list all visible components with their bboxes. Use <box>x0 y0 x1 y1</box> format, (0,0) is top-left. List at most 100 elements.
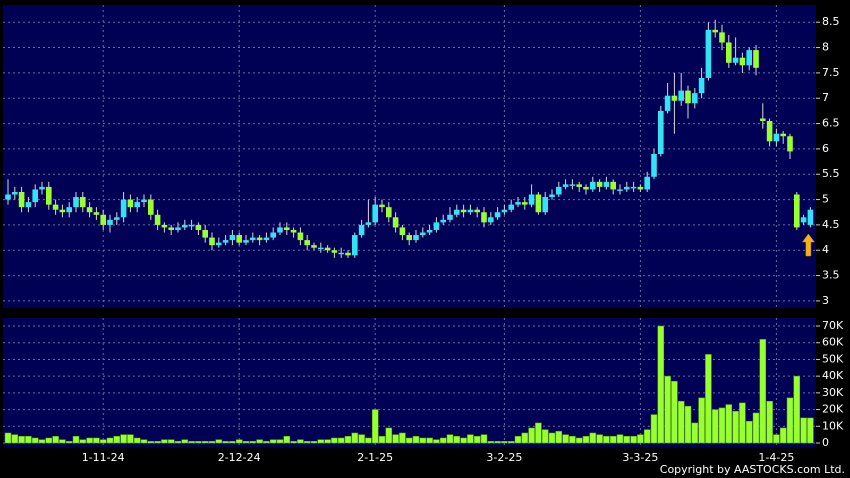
volume-bar <box>59 439 66 444</box>
candle-body <box>576 184 582 187</box>
y-tick-label: 4 <box>822 243 829 256</box>
volume-bar <box>725 404 733 444</box>
arrow-marker <box>801 233 815 257</box>
volume-bar <box>93 437 100 444</box>
volume-bar <box>460 437 467 444</box>
candle-body <box>52 204 59 210</box>
candle-body <box>671 95 678 101</box>
volume-bar <box>569 436 576 444</box>
volume-bar <box>650 414 658 444</box>
volume-bar <box>161 439 168 444</box>
candle-body <box>318 247 324 250</box>
candle-body <box>209 237 215 246</box>
volume-bar <box>786 397 794 444</box>
volume-bar <box>303 441 311 444</box>
candle-body <box>331 250 338 253</box>
candle-body <box>712 29 718 33</box>
volume-bar <box>589 432 597 444</box>
volume-bar <box>140 439 148 444</box>
volume-bar <box>643 429 651 444</box>
candle-body <box>236 235 242 243</box>
candle-body <box>726 42 732 63</box>
volume-bar <box>38 439 46 444</box>
volume-bar <box>385 427 393 444</box>
volume-bar <box>222 441 229 444</box>
volume-bar <box>711 409 719 444</box>
candle-body <box>732 57 739 63</box>
volume-bar <box>582 436 590 444</box>
candle-body <box>324 247 331 251</box>
candle-body <box>413 235 419 241</box>
candle-body <box>787 136 793 152</box>
candle-body <box>515 202 521 205</box>
volume-bar <box>113 436 121 444</box>
volume-bar <box>480 434 488 444</box>
y-tick-label: 3.5 <box>822 269 840 282</box>
candle-body <box>311 245 317 248</box>
volume-bar <box>65 441 73 444</box>
volume-bar <box>487 441 495 444</box>
volume-bar <box>174 441 182 444</box>
candle-body <box>263 237 270 241</box>
volume-bar <box>718 407 726 444</box>
volume-bar <box>276 439 284 444</box>
candle-body <box>658 110 664 154</box>
candle-body <box>508 204 514 210</box>
volume-bar <box>365 437 372 444</box>
volume-bar <box>521 432 529 444</box>
volume-bar <box>79 439 87 444</box>
candle-body <box>610 181 616 190</box>
volume-bar <box>4 432 12 444</box>
candle-body <box>692 93 698 104</box>
candle-body <box>188 224 195 227</box>
candle-body <box>664 95 671 111</box>
candle-body <box>440 219 446 223</box>
candle-body <box>474 209 480 213</box>
candle-body <box>760 118 766 122</box>
volume-bar <box>575 437 583 444</box>
volume-bar <box>86 437 93 444</box>
volume-bar <box>501 441 508 444</box>
volume-bar <box>807 417 814 444</box>
y-tick-label: 7.5 <box>822 66 840 79</box>
candle-body <box>358 224 365 236</box>
candle-body <box>304 240 310 246</box>
volume-bar <box>297 439 304 444</box>
volume-bar <box>405 437 413 444</box>
volume-bar <box>133 437 141 444</box>
candle-body <box>569 184 576 186</box>
candle-body <box>528 194 535 205</box>
volume-bar <box>596 434 603 444</box>
volume-bar <box>419 437 427 444</box>
candle-body <box>399 227 406 236</box>
volume-bar <box>290 441 297 444</box>
volume-bar <box>208 441 216 444</box>
candle-body <box>494 212 501 218</box>
volume-bar <box>623 436 631 444</box>
y-tick-label: 5 <box>822 193 829 206</box>
volume-bar <box>331 437 338 444</box>
volume-bar <box>188 441 195 444</box>
y-tick-label: 10K <box>822 419 844 432</box>
candle-body <box>5 194 11 200</box>
y-tick-label: 5.5 <box>822 167 840 180</box>
candle-body <box>379 204 385 208</box>
candle-body <box>229 235 236 241</box>
volume-bar <box>446 434 454 444</box>
candle-body <box>522 202 528 205</box>
volume-bar <box>609 436 617 444</box>
candle-body <box>719 32 725 43</box>
candle-body <box>12 191 18 195</box>
y-tick-label: 6.5 <box>822 117 840 130</box>
x-tick-label: 1-11-24 <box>82 451 125 464</box>
y-tick-label: 3 <box>822 294 829 307</box>
y-tick-label: 8 <box>822 41 829 54</box>
volume-bar <box>283 436 291 444</box>
candle-body <box>114 217 120 220</box>
candle-body <box>256 237 263 241</box>
candle-body <box>467 209 474 213</box>
volume-bar <box>677 400 685 444</box>
y-tick-label: 7 <box>822 91 829 104</box>
volume-bar <box>371 409 379 444</box>
